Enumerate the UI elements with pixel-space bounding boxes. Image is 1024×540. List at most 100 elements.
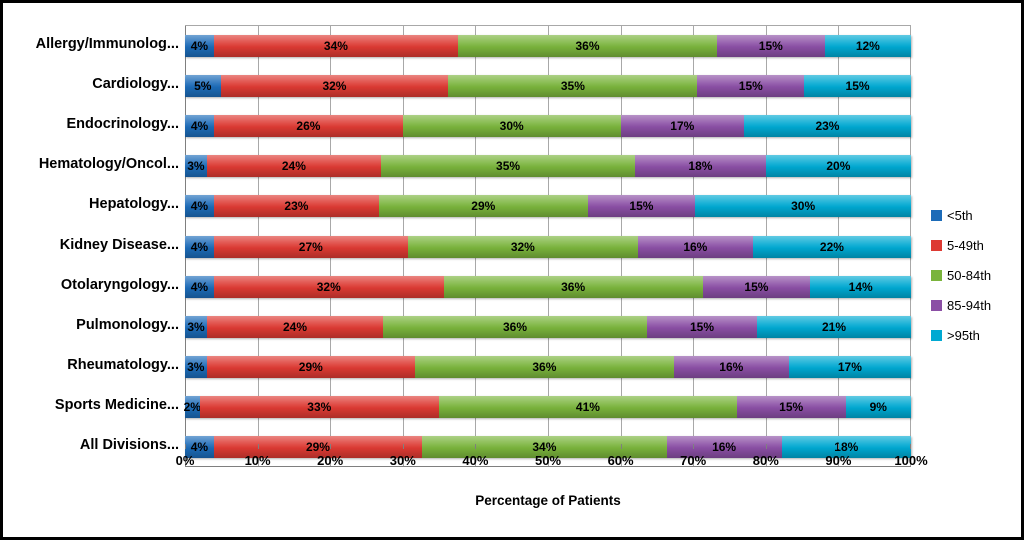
x-axis-tick-label: 70%	[680, 453, 707, 468]
x-axis-title: Percentage of Patients	[475, 493, 621, 508]
bar-value-label: 21%	[821, 319, 847, 334]
bar-segment: 4%	[185, 435, 214, 458]
bar-value-label: 4%	[190, 279, 209, 294]
bar-segment: 16%	[673, 355, 789, 378]
bar-value-label: 23%	[815, 119, 840, 134]
bar-value-label: 4%	[190, 119, 209, 134]
stacked-bar: 3% 29% 36% 16% 17%	[185, 355, 911, 378]
bar-value-label: 17%	[670, 119, 695, 134]
bar-segment: 15%	[702, 275, 811, 298]
bar-segment: 41%	[439, 395, 737, 418]
bar-segment: 23%	[743, 115, 911, 138]
bar-segment: 16%	[666, 435, 782, 458]
bar-value-label: 35%	[560, 79, 585, 94]
legend-item: >95th	[931, 320, 1021, 350]
x-axis-tick	[620, 444, 622, 449]
x-axis-tick	[402, 444, 404, 449]
x-axis-tick	[910, 444, 911, 449]
plot-area: 4% 34% 36% 15% 12% 5% 32% 35% 15% 15% 4% 26% 30% 17% 2…	[183, 25, 911, 467]
bar-segment: 15%	[587, 195, 696, 218]
stacked-bar: 5% 32% 35% 15% 15%	[185, 75, 911, 98]
stacked-bar: 4% 29% 34% 16% 18%	[185, 435, 911, 458]
bar-value-label: 32%	[316, 279, 341, 294]
bar-segment: 17%	[620, 115, 744, 138]
bar-value-label: 36%	[561, 279, 586, 294]
x-axis-tick	[838, 444, 840, 449]
legend-label: <5th	[947, 207, 973, 223]
bar-segment: 32%	[220, 75, 449, 98]
bar-value-label: 30%	[499, 119, 524, 134]
legend-label: 85-94th	[947, 297, 992, 313]
x-axis-tick-label: 100%	[894, 453, 928, 468]
bar-value-label: 23%	[284, 199, 309, 214]
bar-value-label: 33%	[307, 399, 332, 414]
legend: <5th 5-49th 50-84th 85-94th >95th	[931, 200, 1021, 350]
bar-segment: 36%	[443, 275, 703, 298]
bar-value-label: 16%	[683, 239, 708, 254]
stacked-bar: 4% 26% 30% 17% 23%	[185, 115, 911, 138]
bar-value-label: 2%	[183, 399, 201, 414]
bar-segment: 4%	[185, 275, 214, 298]
stacked-bar: 2% 33% 41% 15% 9%	[183, 395, 911, 418]
bar-segment: 15%	[697, 75, 805, 98]
category-label: Endocrinology...	[66, 116, 179, 133]
bar-segment: 29%	[213, 435, 423, 458]
category-label: Allergy/Immunolog...	[35, 36, 179, 53]
bar-value-label: 17%	[837, 359, 862, 374]
bar-value-label: 15%	[629, 199, 654, 214]
x-axis-tick-label: 90%	[825, 453, 852, 468]
x-axis-tick	[330, 444, 332, 449]
legend-item: 85-94th	[931, 290, 1021, 320]
bar-segment: 29%	[379, 195, 588, 218]
bar-segment: 32%	[407, 235, 638, 258]
legend-label: 5-49th	[947, 237, 984, 253]
bar-value-label: 9%	[869, 399, 887, 414]
bar-segment: 26%	[214, 115, 403, 138]
bar-value-label: 34%	[532, 439, 557, 454]
bar-segment: 36%	[458, 35, 717, 58]
bar-value-label: 26%	[296, 119, 321, 134]
bar-value-label: 4%	[190, 39, 209, 54]
bar-value-label: 24%	[282, 319, 308, 334]
bar-value-label: 29%	[305, 439, 330, 454]
bar-segment: 15%	[804, 75, 911, 98]
x-axis-tick-label: 80%	[752, 453, 779, 468]
category-label: Otolaryngology...	[60, 276, 179, 293]
bar-value-label: 15%	[738, 79, 763, 94]
legend-label: 50-84th	[947, 267, 992, 283]
bar-segment: 12%	[824, 35, 911, 58]
stacked-bar: 4% 34% 36% 15% 12%	[185, 35, 911, 58]
bar-value-label: 4%	[190, 439, 209, 454]
bar-value-label: 22%	[819, 239, 844, 254]
bar-value-label: 3%	[187, 359, 205, 374]
bar-segment: 21%	[757, 315, 911, 338]
x-axis-tick-label: 10%	[244, 453, 271, 468]
bar-value-label: 18%	[834, 439, 859, 454]
legend-swatch	[931, 269, 942, 281]
bar-value-label: 34%	[323, 39, 348, 54]
x-axis-tick-label: 0%	[175, 453, 195, 468]
bar-value-label: 14%	[848, 279, 873, 294]
legend-item: <5th	[931, 200, 1021, 230]
bar-segment: 14%	[810, 275, 911, 298]
bar-segment: 9%	[845, 395, 911, 418]
bar-value-label: 15%	[758, 39, 783, 54]
bar-segment: 23%	[213, 195, 380, 218]
bar-segment: 35%	[381, 155, 636, 178]
category-label: Kidney Disease...	[59, 236, 179, 253]
category-label: Sports Medicine...	[54, 396, 179, 413]
bar-segment: 24%	[207, 315, 383, 338]
x-axis-tick	[693, 444, 695, 449]
category-label: Hepatology...	[89, 196, 179, 213]
category-label: All Divisions...	[79, 436, 179, 453]
bar-segment: 34%	[213, 35, 459, 58]
bar-value-label: 30%	[791, 199, 816, 214]
bar-value-label: 12%	[855, 39, 880, 54]
category-label: Rheumatology...	[67, 356, 179, 373]
bar-segment: 16%	[637, 235, 753, 258]
bar-segment: 17%	[788, 355, 911, 378]
bar-segment: 33%	[199, 395, 440, 418]
bar-segment: 18%	[635, 155, 766, 178]
stacked-bar: 4% 23% 29% 15% 30%	[185, 195, 911, 218]
